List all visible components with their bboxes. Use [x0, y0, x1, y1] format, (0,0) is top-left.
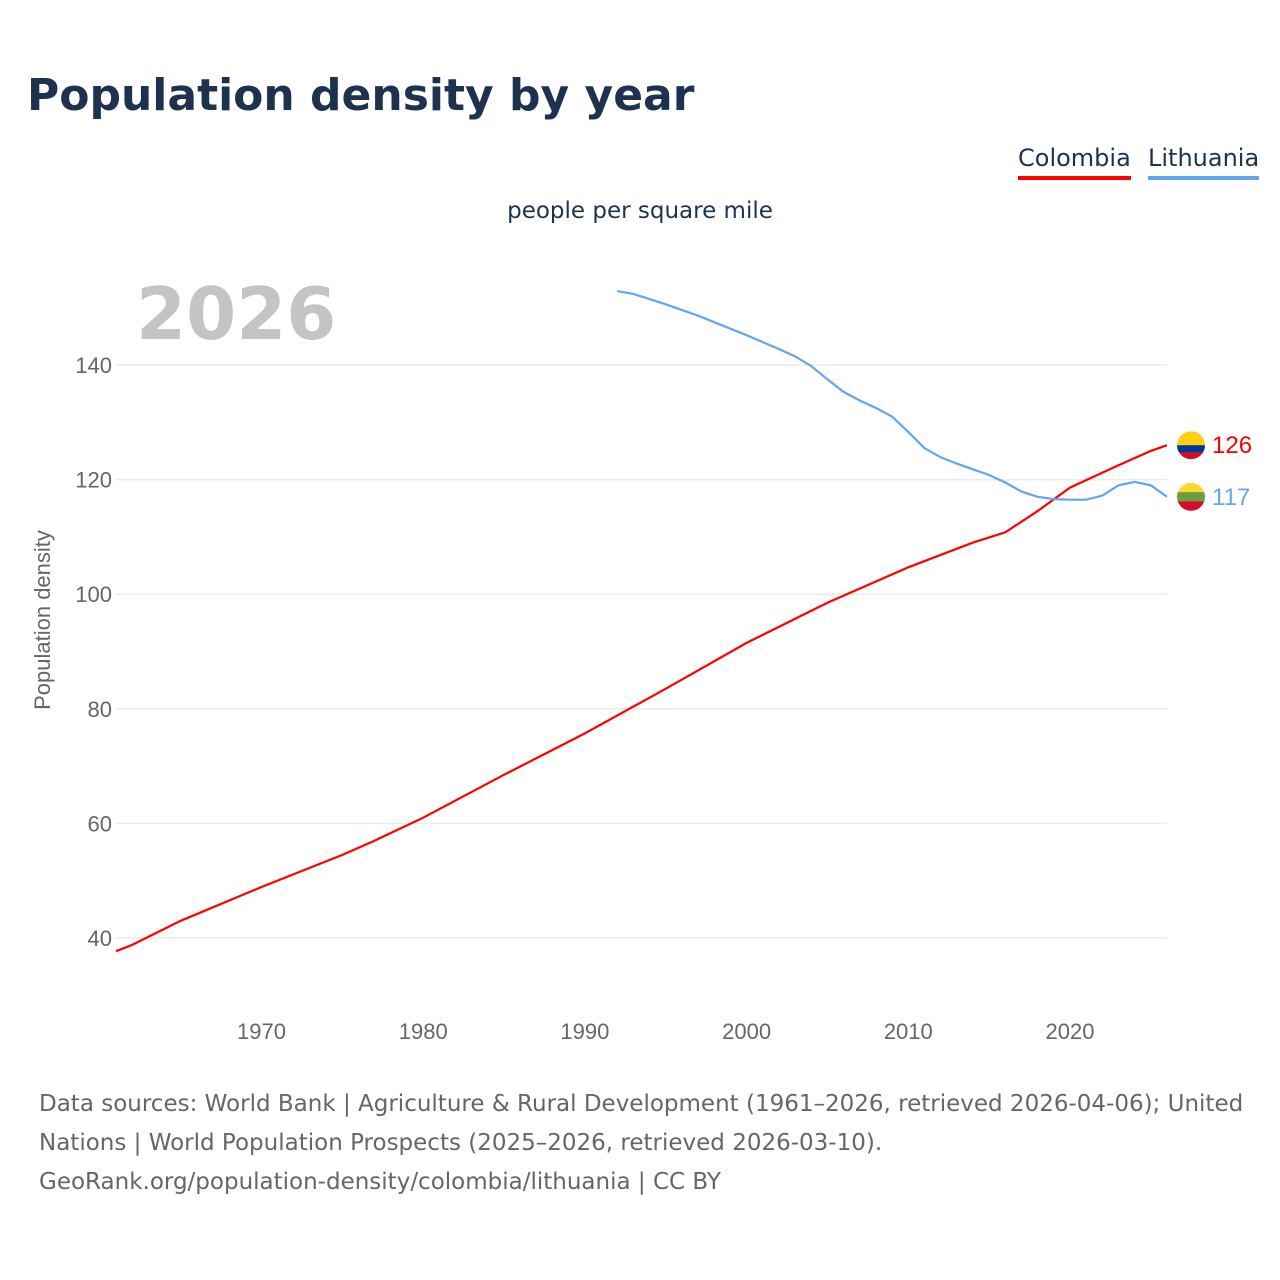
end-value-label-lithuania: 117 [1212, 484, 1250, 511]
series-line-colombia [115, 444, 1168, 953]
y-tick-label: 100 [75, 582, 112, 607]
flag-band [1177, 445, 1205, 453]
y-tick-label: 40 [88, 926, 112, 951]
source-line: Data sources: World Bank | Agriculture &… [39, 1091, 1244, 1156]
x-tick-label: 2010 [884, 1019, 933, 1044]
x-tick-label: 2020 [1046, 1019, 1095, 1044]
flag-band [1177, 431, 1205, 446]
flag-icon-lithuania [1177, 482, 1205, 511]
chart-subtitle: people per square mile [507, 198, 773, 224]
y-tick-label: 120 [75, 468, 112, 493]
y-tick-label: 140 [75, 353, 112, 378]
flag-band [1177, 501, 1205, 511]
legend-item-lithuania[interactable]: Lithuania [1148, 144, 1260, 180]
x-tick-label: 1990 [560, 1019, 609, 1044]
x-tick-label: 2000 [722, 1019, 771, 1044]
series-line-lithuania [617, 290, 1168, 501]
current-year-label: 2026 [136, 272, 337, 356]
flag-band [1177, 482, 1205, 493]
y-tick-label: 60 [88, 811, 112, 836]
x-tick-label: 1970 [237, 1019, 286, 1044]
y-tick-label: 80 [88, 697, 112, 722]
flag-band [1177, 492, 1205, 502]
flag-icon-colombia [1177, 431, 1205, 460]
y-axis-label: Population density [30, 530, 55, 710]
source-link[interactable]: GeoRank.org/population-density/colombia/… [39, 1169, 721, 1195]
chart-title: Population density by year [27, 70, 695, 121]
flag-band [1177, 452, 1205, 460]
legend-item-colombia[interactable]: Colombia [1018, 144, 1131, 180]
x-tick-label: 1980 [399, 1019, 448, 1044]
end-value-label-colombia: 126 [1212, 432, 1252, 459]
source-note: Data sources: World Bank | Agriculture &… [39, 1085, 1249, 1202]
